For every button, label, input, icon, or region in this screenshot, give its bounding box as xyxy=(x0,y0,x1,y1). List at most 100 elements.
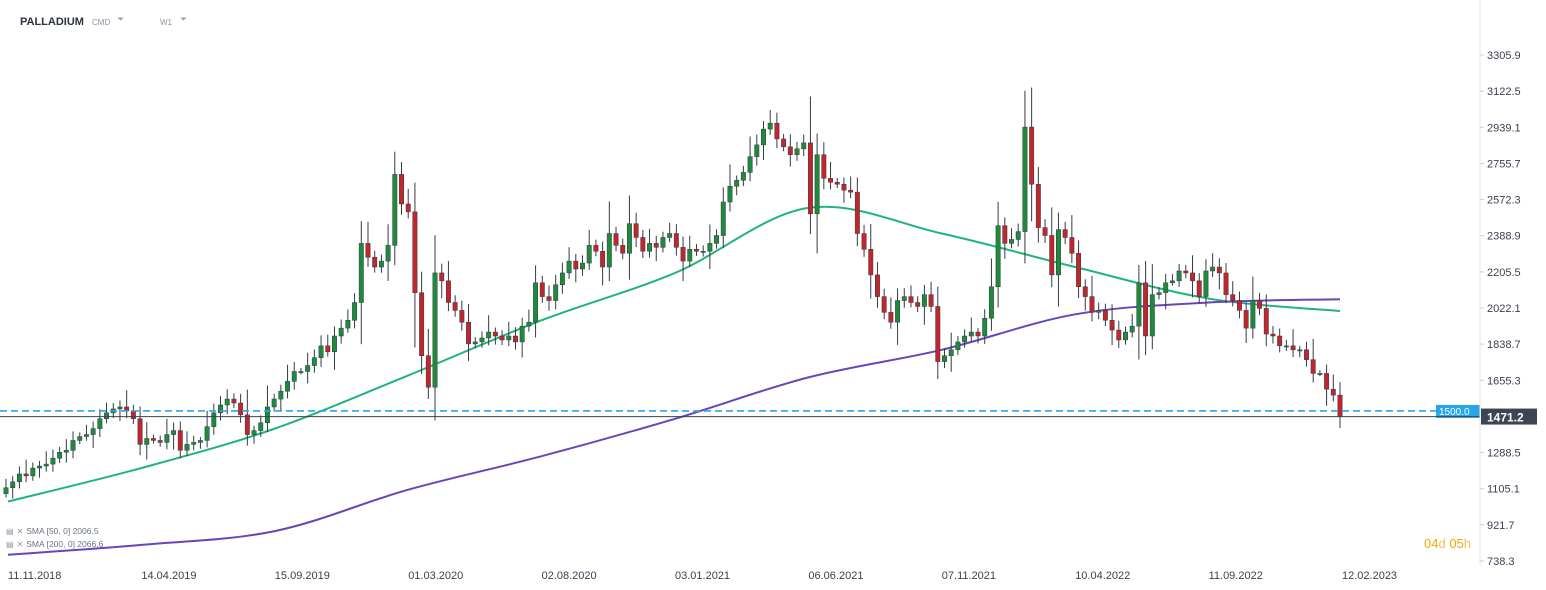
candle-body xyxy=(754,144,760,157)
candle-body xyxy=(352,302,358,321)
candle-body xyxy=(358,243,364,303)
candle-body xyxy=(861,233,867,250)
candle-body xyxy=(392,174,398,246)
y-tick-label: 2755.7 xyxy=(1487,158,1521,170)
interval-selector[interactable]: W1 xyxy=(160,18,172,27)
candle-body xyxy=(1042,227,1048,236)
sma-lines xyxy=(7,205,1341,556)
candle-body xyxy=(593,245,599,252)
candle-body xyxy=(1096,310,1102,313)
candle-body xyxy=(305,365,311,372)
candle-body xyxy=(1337,394,1343,417)
candle-body xyxy=(177,430,183,451)
instrument-symbol[interactable]: PALLADIUM xyxy=(20,16,84,28)
candle-body xyxy=(633,223,639,238)
candle-body xyxy=(519,325,525,343)
level-badge xyxy=(1436,404,1480,418)
candle-body xyxy=(1163,282,1169,293)
candle-body xyxy=(1149,294,1155,337)
legend-item-sma200[interactable]: ▤ ✕ SMA [200, 0] 2066.6 xyxy=(6,538,103,551)
countdown-hours-unit: h xyxy=(1463,536,1472,551)
candle-body xyxy=(445,280,451,303)
candle-body xyxy=(30,467,36,477)
candle-body xyxy=(1196,280,1202,297)
candle-body xyxy=(466,321,471,345)
candle-body xyxy=(1297,349,1303,352)
legend-item-sma50[interactable]: ▤ ✕ SMA [50, 0] 2006.5 xyxy=(6,525,103,538)
candle-body xyxy=(546,296,552,301)
candle-body xyxy=(935,306,941,362)
candle-body xyxy=(1109,319,1115,331)
sma50-line xyxy=(7,205,1341,503)
candle-body xyxy=(37,465,42,469)
candle-countdown: 04d 05h xyxy=(1424,536,1471,551)
candle-body xyxy=(164,434,170,443)
menu-icon[interactable]: ▤ xyxy=(6,527,14,536)
close-icon[interactable]: ✕ xyxy=(16,527,24,536)
candle-body xyxy=(915,302,921,307)
candle-body xyxy=(1035,184,1041,228)
candle-body xyxy=(901,296,907,301)
candle-body xyxy=(1116,329,1122,341)
candle-body xyxy=(10,481,16,488)
candle-body xyxy=(1015,231,1021,240)
candle-body xyxy=(244,414,250,435)
candle-body xyxy=(151,438,156,441)
candle-body xyxy=(90,428,96,435)
x-tick-label: 10.04.2022 xyxy=(1075,570,1130,582)
candle-body xyxy=(298,371,304,373)
candle-body xyxy=(1156,292,1162,295)
candle-body xyxy=(405,203,411,213)
candle-body xyxy=(499,335,505,341)
candle-body xyxy=(781,138,787,148)
candle-body xyxy=(801,142,807,150)
candle-body xyxy=(278,390,284,400)
candle-body xyxy=(694,249,699,252)
candle-body xyxy=(821,154,827,179)
candle-body xyxy=(204,426,210,441)
candle-body xyxy=(285,381,290,392)
candle-body xyxy=(3,487,9,494)
candle-body xyxy=(881,296,887,313)
candle-body xyxy=(928,294,934,307)
candle-body xyxy=(365,243,371,258)
y-tick-label: 921.7 xyxy=(1487,520,1515,532)
triangle-down-icon[interactable]: ⏷ xyxy=(117,14,125,24)
triangle-down-icon[interactable]: ⏷ xyxy=(180,14,188,24)
menu-icon[interactable]: ▤ xyxy=(6,540,14,549)
candle-body xyxy=(586,245,592,264)
candle-body xyxy=(647,243,652,252)
candle-body xyxy=(291,371,297,382)
candle-body xyxy=(1283,345,1289,348)
candle-body xyxy=(1056,229,1061,276)
candle-body xyxy=(271,398,277,408)
candle-body xyxy=(1263,308,1269,335)
y-tick-label: 738.3 xyxy=(1487,556,1515,568)
source-selector[interactable]: CMD xyxy=(92,18,111,27)
candle-body xyxy=(774,122,780,140)
candle-body xyxy=(553,284,559,301)
candle-body xyxy=(626,223,632,254)
candle-body xyxy=(720,201,726,236)
candle-body xyxy=(828,178,833,183)
candle-body xyxy=(144,438,150,445)
candle-body xyxy=(432,272,438,388)
candle-body xyxy=(1062,229,1068,238)
candle-body xyxy=(653,243,659,248)
candle-body xyxy=(834,182,840,185)
candle-body xyxy=(908,296,914,303)
candle-body xyxy=(807,142,813,215)
candle-body xyxy=(814,154,820,215)
candle-body xyxy=(1290,345,1296,351)
candles xyxy=(3,87,1343,499)
candle-body xyxy=(459,310,465,323)
candle-body xyxy=(660,237,666,248)
indicator-legend: ▤ ✕ SMA [50, 0] 2006.5 ▤ ✕ SMA [200, 0] … xyxy=(6,525,103,551)
y-axis: 3305.9 3122.5 2939.1 2755.7 2572.3 2388.9 2205… xyxy=(1479,0,1521,568)
close-icon[interactable]: ✕ xyxy=(16,540,24,549)
candle-body xyxy=(332,335,337,353)
candle-body xyxy=(1324,373,1330,390)
y-tick-label: 3305.9 xyxy=(1487,50,1521,62)
candle-body xyxy=(948,349,954,356)
